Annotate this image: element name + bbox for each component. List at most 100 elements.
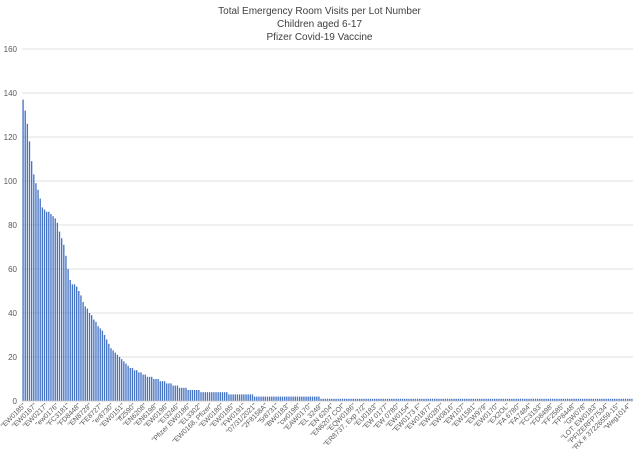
bar (453, 398, 455, 401)
bar (91, 315, 93, 401)
bar (425, 398, 427, 401)
y-tick-label: 120 (4, 133, 18, 142)
bar (618, 398, 620, 401)
bar (339, 398, 342, 401)
bar (320, 398, 322, 401)
bar (232, 394, 234, 401)
bar (594, 398, 597, 401)
bar (228, 394, 230, 401)
bar (22, 99, 24, 401)
bar (268, 396, 271, 401)
bar (626, 398, 629, 401)
bar (429, 398, 432, 401)
bar (131, 368, 134, 401)
bar (461, 398, 464, 401)
bar (442, 398, 444, 401)
bar (155, 379, 157, 401)
bar (37, 189, 39, 401)
bar (108, 343, 110, 401)
bar (292, 396, 294, 401)
bar (331, 398, 333, 401)
bar (313, 396, 316, 401)
bar (358, 398, 361, 401)
bar (121, 359, 123, 401)
bar (369, 398, 372, 401)
bar (506, 398, 509, 401)
bar (609, 398, 612, 401)
bar (153, 379, 155, 401)
bar (125, 363, 127, 401)
bar (509, 398, 511, 401)
bar (389, 398, 391, 401)
y-tick-label: 60 (8, 265, 17, 274)
bar (584, 398, 586, 401)
bar (399, 398, 402, 401)
bar (614, 398, 616, 401)
bar (86, 308, 89, 401)
bar (500, 398, 502, 401)
bar (474, 398, 477, 401)
bar (24, 110, 26, 401)
bar (573, 398, 575, 401)
bar (620, 398, 622, 401)
bar (168, 383, 170, 401)
bar (39, 198, 41, 401)
bar (290, 396, 292, 401)
bar (298, 396, 301, 401)
bar (397, 398, 399, 401)
bar (526, 398, 528, 401)
bar (114, 352, 116, 401)
bar (63, 244, 65, 401)
bar (58, 231, 61, 401)
bar (496, 398, 498, 401)
bar (206, 392, 209, 401)
bar (106, 339, 108, 401)
bar (354, 398, 357, 401)
bar (577, 398, 579, 401)
bar (440, 398, 442, 401)
bar (288, 396, 290, 401)
bar (586, 398, 588, 401)
bar (322, 398, 324, 401)
bar (624, 398, 627, 401)
chart-subtitle-line-2: Pfizer Covid-19 Vaccine (267, 32, 373, 43)
bar (350, 398, 352, 401)
bar (560, 398, 562, 401)
bar (384, 398, 387, 401)
bar (219, 392, 221, 401)
bar (82, 302, 84, 401)
bar (352, 398, 354, 401)
bar (183, 387, 185, 401)
bar (449, 398, 451, 401)
y-tick-label: 20 (8, 353, 17, 362)
bar (414, 398, 417, 401)
bar (208, 392, 211, 401)
bar (498, 398, 500, 401)
bar (97, 326, 99, 401)
bar (374, 398, 376, 401)
bar (260, 396, 262, 401)
bar (391, 398, 393, 401)
bar (605, 398, 607, 401)
bar (296, 396, 299, 401)
bar (281, 396, 284, 401)
bar (189, 390, 191, 401)
bar (43, 209, 46, 401)
bar (301, 396, 303, 401)
bar (421, 398, 423, 401)
bar (367, 398, 369, 401)
bar (485, 398, 487, 401)
bar (28, 141, 31, 401)
bar (161, 381, 164, 401)
bar (494, 398, 496, 401)
bar (271, 396, 273, 401)
bar (326, 398, 329, 401)
bar (236, 394, 239, 401)
bar (238, 394, 241, 401)
bar (479, 398, 481, 401)
bar (528, 398, 530, 401)
bar (451, 398, 453, 401)
bar (305, 396, 307, 401)
bar (88, 313, 91, 401)
bar (202, 392, 204, 401)
